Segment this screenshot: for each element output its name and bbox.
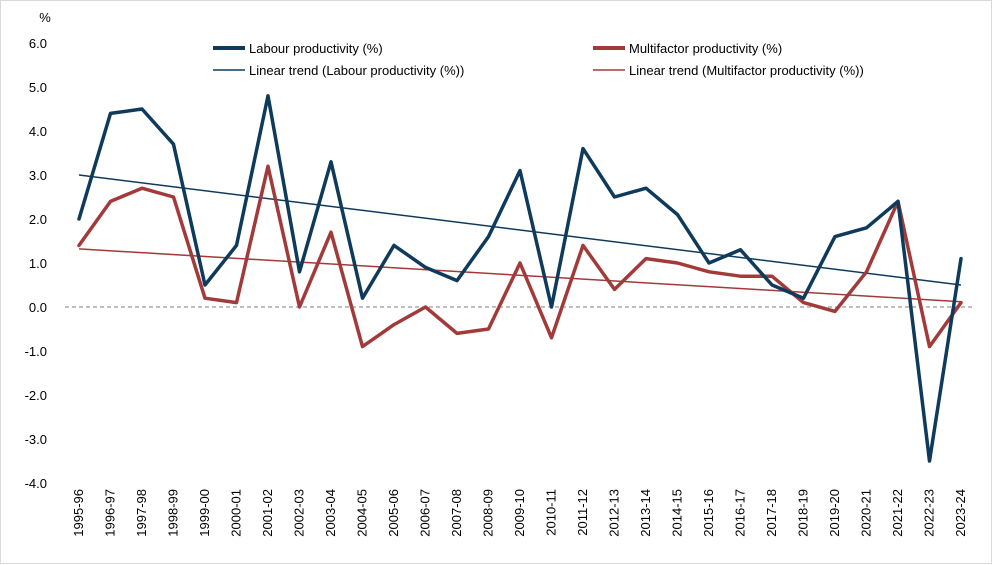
x-tick-label: 2018-19 xyxy=(796,489,811,537)
y-tick-label: 2.0 xyxy=(29,212,47,227)
x-tick-label: 2001-02 xyxy=(260,489,275,537)
y-axis-label: % xyxy=(39,10,51,25)
y-tick-label: 5.0 xyxy=(29,80,47,95)
x-tick-label: 1997-98 xyxy=(134,489,149,537)
x-tick-label: 2017-18 xyxy=(764,489,779,537)
x-tick-label: 2003-04 xyxy=(323,489,338,537)
x-tick-label: 2008-09 xyxy=(481,489,496,537)
plot-area xyxy=(77,94,963,463)
x-tick-label: 2022-23 xyxy=(922,489,937,537)
x-tick-label: 2011-12 xyxy=(575,489,590,536)
y-axis: 6.0 5.0 4.0 3.0 2.0 1.0 0.0 -1.0 -2.0 -3.0 -4.0 xyxy=(25,36,47,491)
legend: Labour productivity (%) Multifactor prod… xyxy=(213,41,864,78)
x-tick-label: 1999-00 xyxy=(197,489,212,537)
x-tick-label: 2019-20 xyxy=(827,489,842,537)
y-tick-label: -4.0 xyxy=(25,476,47,491)
y-tick-label: 1.0 xyxy=(29,256,47,271)
trend-line-labour xyxy=(78,174,962,286)
x-axis: 1995-96 1996-97 1997-98 1998-99 1999-00 2000-… xyxy=(71,489,968,537)
x-tick-label: 2002-03 xyxy=(292,489,307,537)
y-tick-label: 3.0 xyxy=(29,168,47,183)
x-tick-label: 2021-22 xyxy=(890,489,905,537)
legend-labour-trend: Linear trend (Labour productivity (%)) xyxy=(249,63,464,78)
x-tick-label: 1995-96 xyxy=(71,489,86,537)
x-tick-label: 2013-14 xyxy=(638,489,653,537)
y-tick-label: 0.0 xyxy=(29,300,47,315)
x-tick-label: 2005-06 xyxy=(386,489,401,537)
x-tick-label: 1996-97 xyxy=(103,489,118,537)
y-tick-label: 4.0 xyxy=(29,124,47,139)
legend-multifactor-trend: Linear trend (Multifactor productivity (… xyxy=(629,63,864,78)
y-tick-label: -2.0 xyxy=(25,388,47,403)
x-tick-label: 2004-05 xyxy=(355,489,370,537)
x-tick-label: 2007-08 xyxy=(449,489,464,537)
series-line-labour xyxy=(77,94,963,463)
x-tick-label: 2016-17 xyxy=(733,489,748,537)
x-tick-label: 1998-99 xyxy=(166,489,181,537)
y-tick-label: -1.0 xyxy=(25,344,47,359)
y-tick-label: -3.0 xyxy=(25,432,47,447)
x-tick-label: 2014-15 xyxy=(670,489,685,537)
x-tick-label: 2000-01 xyxy=(229,489,244,537)
x-tick-label: 2010-11 xyxy=(544,489,559,536)
series-line-multifactor xyxy=(77,164,963,349)
x-tick-label: 2023-24 xyxy=(953,489,968,537)
x-tick-label: 2020-21 xyxy=(859,489,874,537)
x-tick-label: 2012-13 xyxy=(607,489,622,537)
x-tick-label: 2006-07 xyxy=(418,489,433,537)
x-tick-label: 2009-10 xyxy=(512,489,527,537)
legend-labour-productivity: Labour productivity (%) xyxy=(249,41,383,56)
x-tick-label: 2015-16 xyxy=(701,489,716,537)
y-tick-label: 6.0 xyxy=(29,36,47,51)
legend-multifactor-productivity: Multifactor productivity (%) xyxy=(629,41,782,56)
